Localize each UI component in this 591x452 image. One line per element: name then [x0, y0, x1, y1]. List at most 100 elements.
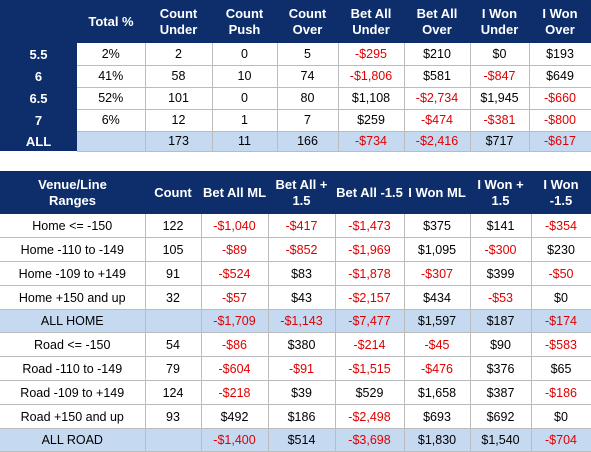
- table2-header-cell: I Won -1.5: [531, 171, 591, 214]
- range-label: Home <= -150: [0, 214, 146, 238]
- table-cell: -$186: [531, 380, 591, 405]
- table2-header-cell: I Won + 1.5: [470, 171, 531, 214]
- row-label: 6.5: [0, 87, 77, 109]
- road-row: Road -109 to +149 124 -$218 $39 $529 $1,658 $3…: [0, 380, 591, 405]
- table-cell: -$1,515: [335, 356, 405, 381]
- range-label: Road +150 and up: [0, 404, 146, 429]
- table2-header-cell: Venue/Line Ranges: [0, 171, 145, 214]
- table1-header-cell: [0, 0, 77, 43]
- table-cell: 0: [212, 43, 278, 66]
- table-cell: $434: [404, 285, 471, 310]
- home-row: Home -109 to +149 91 -$524 $83 -$1,878 -$307 $…: [0, 261, 591, 286]
- table-cell: -$1,806: [338, 65, 405, 88]
- table-cell: 91: [145, 261, 202, 286]
- table1-header-cell: Total %: [77, 0, 145, 43]
- table-cell: -$1,709: [201, 309, 269, 333]
- table-cell: -$2,498: [335, 404, 405, 429]
- table-cell: $141: [470, 214, 532, 238]
- home-row: Home <= -150 122 -$1,040 -$417 -$1,473 $375 $1…: [0, 214, 591, 238]
- range-label: Home -110 to -149: [0, 237, 146, 262]
- table-cell: [77, 131, 146, 152]
- table-cell: -$174: [531, 309, 591, 333]
- table-cell: -$1,040: [201, 214, 269, 238]
- range-label: Road -110 to -149: [0, 356, 146, 381]
- table1-row: 6 41% 58 10 74 -$1,806 $581 -$847 $649: [0, 65, 591, 88]
- table1-total-row: ALL 173 11 166 -$734 -$2,416 $717 -$617: [0, 131, 591, 152]
- table-cell: -$45: [404, 332, 471, 357]
- table-cell: $581: [404, 65, 471, 88]
- range-label: Road <= -150: [0, 332, 146, 357]
- table-cell: -$524: [201, 261, 269, 286]
- table-cell: $492: [201, 404, 269, 429]
- table-cell: -$300: [470, 237, 532, 262]
- table-cell: -$7,477: [335, 309, 405, 333]
- table1-header-cell: Bet All Under: [338, 0, 404, 43]
- venue-line-ranges-table: Venue/Line Ranges Count Bet All ML Bet All …: [0, 171, 591, 452]
- table-cell: -$604: [201, 356, 269, 381]
- table-cell: -$295: [338, 43, 405, 66]
- table-cell: 0: [212, 87, 278, 110]
- table-cell: -$1,400: [201, 428, 269, 452]
- table-cell: 2: [145, 43, 213, 66]
- table-cell: 1: [212, 109, 278, 132]
- table1-header-row: Total % Count Under Count Push Count Over Be…: [0, 0, 591, 43]
- table-cell: 80: [277, 87, 339, 110]
- table-cell: -$3,698: [335, 428, 405, 452]
- table-cell: [145, 428, 202, 452]
- table-cell: -$847: [470, 65, 530, 88]
- range-label: Road -109 to +149: [0, 380, 146, 405]
- table1-header-cell: Count Over: [277, 0, 338, 43]
- table-cell: $692: [470, 404, 532, 429]
- table-cell: -$1,473: [335, 214, 405, 238]
- table-cell: 12: [145, 109, 213, 132]
- table-cell: $193: [529, 43, 591, 66]
- total-label: ALL ROAD: [0, 428, 146, 452]
- table-cell: $514: [268, 428, 336, 452]
- table2-header-cell: Bet All + 1.5: [268, 171, 335, 214]
- table1-row: 5.5 2% 2 0 5 -$295 $210 $0 $193: [0, 43, 591, 66]
- table-cell: -$53: [470, 285, 532, 310]
- table-cell: $186: [268, 404, 336, 429]
- table-cell: 58: [145, 65, 213, 88]
- table-cell: 54: [145, 332, 202, 357]
- range-label: Home +150 and up: [0, 285, 146, 310]
- table1-header-cell: Count Under: [145, 0, 212, 43]
- table-cell: $65: [531, 356, 591, 381]
- table-cell: $259: [338, 109, 405, 132]
- table-cell: $187: [470, 309, 532, 333]
- table-cell: -$57: [201, 285, 269, 310]
- table-cell: -$214: [335, 332, 405, 357]
- table-cell: $90: [470, 332, 532, 357]
- table-cell: 166: [277, 131, 339, 152]
- table-cell: $1,095: [404, 237, 471, 262]
- table-cell: 2%: [77, 43, 146, 66]
- table-cell: $375: [404, 214, 471, 238]
- table-cell: $399: [470, 261, 532, 286]
- table-cell: 5: [277, 43, 339, 66]
- table-cell: -$852: [268, 237, 336, 262]
- table-cell: -$1,143: [268, 309, 336, 333]
- table1-header-cell: Bet All Over: [404, 0, 470, 43]
- table-cell: $1,597: [404, 309, 471, 333]
- table-cell: 101: [145, 87, 213, 110]
- table-cell: $380: [268, 332, 336, 357]
- table-cell: $1,540: [470, 428, 532, 452]
- table-cell: $376: [470, 356, 532, 381]
- totals-by-line-table: Total % Count Under Count Push Count Over Be…: [0, 0, 591, 152]
- table1-row: 6.5 52% 101 0 80 $1,108 -$2,734 $1,945 -$660: [0, 87, 591, 110]
- table1-header-cell: I Won Over: [529, 0, 591, 43]
- table-cell: -$354: [531, 214, 591, 238]
- table-cell: 79: [145, 356, 202, 381]
- table-cell: $210: [404, 43, 471, 66]
- table-cell: $529: [335, 380, 405, 405]
- table-cell: $83: [268, 261, 336, 286]
- table-cell: -$2,734: [404, 87, 471, 110]
- table-cell: $1,658: [404, 380, 471, 405]
- table-cell: 93: [145, 404, 202, 429]
- table-cell: $1,830: [404, 428, 471, 452]
- table2-header-cell: Count: [145, 171, 201, 214]
- table-cell: 10: [212, 65, 278, 88]
- table-cell: 124: [145, 380, 202, 405]
- row-label: 5.5: [0, 43, 77, 65]
- table-cell: -$2,416: [404, 131, 471, 152]
